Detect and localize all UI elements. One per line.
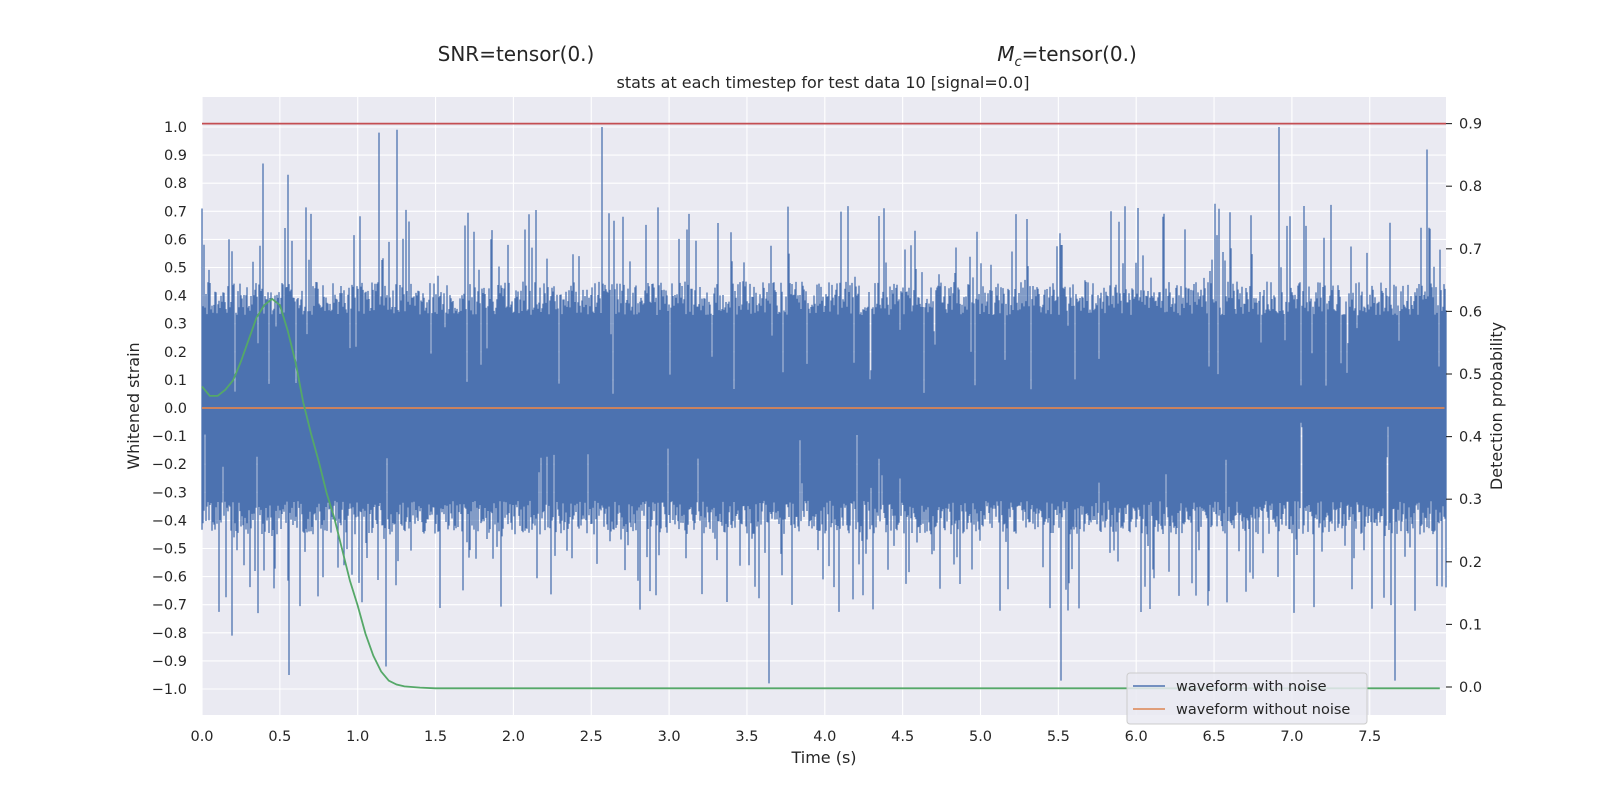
- y2-tick-label: 0.4: [1459, 430, 1482, 446]
- legend: waveform with noise waveform without noi…: [1126, 672, 1368, 725]
- y-tick-label: −0.1: [152, 429, 187, 445]
- x-tick-label: 6.0: [1125, 729, 1148, 745]
- series-lines: [201, 122, 1446, 690]
- y-tick-label: −0.3: [152, 485, 187, 501]
- y-tick-label: −1.0: [152, 682, 187, 698]
- x-tick-label: 7.5: [1358, 729, 1381, 745]
- x-tick-label: 1.0: [346, 729, 369, 745]
- y2-tick-label: 0.2: [1459, 555, 1482, 571]
- y2-tick-label: 0.8: [1459, 179, 1482, 195]
- y-tick-label: 0.4: [164, 289, 187, 305]
- y-tick-label: 0.5: [164, 261, 187, 277]
- y2-tick-label: 0.7: [1459, 242, 1482, 258]
- y-tick-label: 0.3: [164, 317, 187, 333]
- y-tick-labels: 1.0 0.9 0.8 0.7 0.6 0.5 0.4 0.3 0.2 0.1 0.0 −0.1 −0.…: [152, 120, 187, 698]
- y-tick-label: −0.4: [152, 513, 187, 529]
- y-tick-label: 0.2: [164, 345, 187, 361]
- x-tick-label: 2.5: [580, 729, 603, 745]
- y-tick-label: 0.1: [164, 373, 187, 389]
- y2-tick-label: 0.6: [1459, 304, 1482, 320]
- legend-label-clean: waveform without noise: [1176, 702, 1350, 718]
- y-tick-label: −0.5: [152, 542, 187, 558]
- axes-title: stats at each timestep for test data 10 …: [617, 73, 1030, 92]
- x-tick-label: 5.0: [969, 729, 992, 745]
- y-tick-label: −0.2: [152, 457, 187, 473]
- x-tick-label: 0.5: [268, 729, 291, 745]
- snr-title: SNR=tensor(0.): [438, 42, 595, 66]
- y-tick-label: 0.7: [164, 204, 187, 220]
- y2-tick-label: 0.5: [1459, 367, 1482, 383]
- x-tick-labels: 0.0 0.5 1.0 1.5 2.0 2.5 3.0 3.5 4.0 4.5 5.0 5.5 6.0 6…: [190, 729, 1381, 745]
- y2-tick-labels: 0.9 0.8 0.7 0.6 0.5 0.4 0.3 0.2 0.1 0.0: [1446, 117, 1482, 696]
- y-tick-label: −0.6: [152, 570, 187, 586]
- y2-tick-label: 0.1: [1459, 617, 1482, 633]
- y-tick-label: 0.6: [164, 232, 187, 248]
- y-tick-label: 0.9: [164, 148, 187, 164]
- y-tick-label: −0.8: [152, 626, 187, 642]
- y-tick-label: 0.0: [164, 401, 187, 417]
- y2-tick-label: 0.3: [1459, 492, 1482, 508]
- x-tick-label: 6.5: [1203, 729, 1226, 745]
- x-tick-label: 4.0: [813, 729, 836, 745]
- legend-box: [1126, 672, 1368, 725]
- y2-axis-label: Detection probability: [1487, 322, 1506, 490]
- x-tick-label: 1.5: [424, 729, 447, 745]
- x-tick-label: 3.0: [658, 729, 681, 745]
- x-axis-label: Time (s): [790, 748, 856, 767]
- x-tick-label: 2.0: [502, 729, 525, 745]
- legend-label-noise: waveform with noise: [1176, 679, 1327, 695]
- x-tick-label: 5.5: [1047, 729, 1070, 745]
- series-detection-probability: [201, 297, 1440, 690]
- x-tick-label: 7.0: [1280, 729, 1303, 745]
- x-tick-label: 3.5: [735, 729, 758, 745]
- y-tick-label: −0.9: [152, 654, 187, 670]
- y-tick-label: 0.8: [164, 176, 187, 192]
- y-tick-label: 1.0: [164, 120, 187, 136]
- x-tick-label: 0.0: [190, 729, 213, 745]
- y-tick-label: −0.7: [152, 598, 187, 614]
- chirp-mass-title: Mc=tensor(0.): [997, 42, 1137, 70]
- y-axis-label: Whitened strain: [124, 342, 143, 469]
- y2-tick-label: 0.9: [1459, 117, 1482, 133]
- y2-tick-label: 0.0: [1459, 680, 1482, 696]
- x-tick-label: 4.5: [891, 729, 914, 745]
